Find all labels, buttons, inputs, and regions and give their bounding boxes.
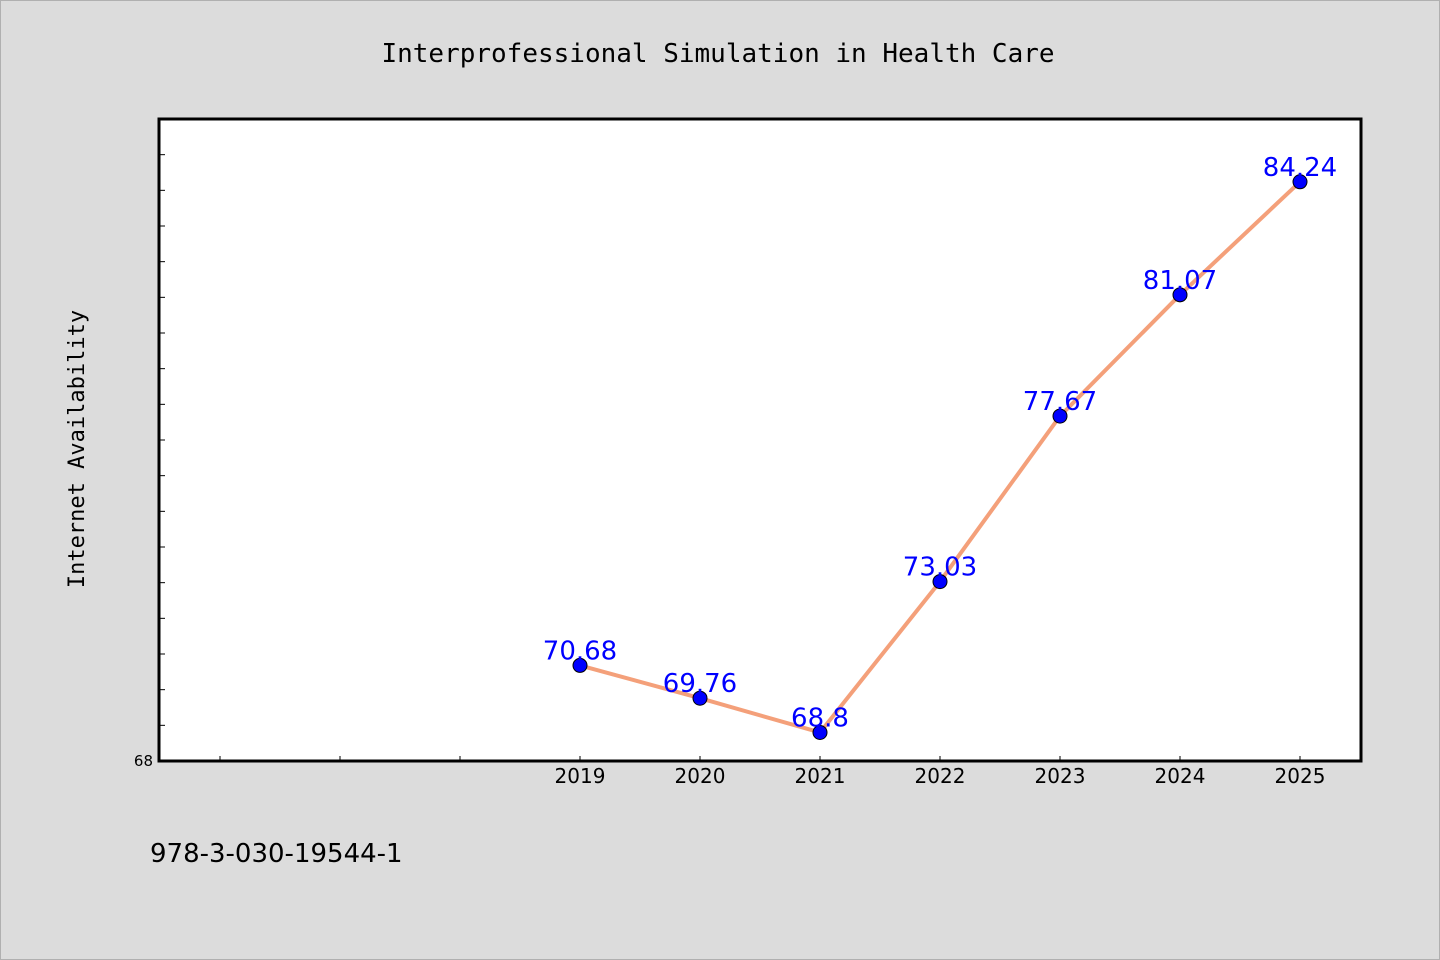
data-label: 70.68 bbox=[543, 636, 617, 666]
x-tick-label: 2023 bbox=[1035, 764, 1086, 788]
plot-area bbox=[157, 117, 1363, 763]
x-tick-label: 2019 bbox=[555, 764, 606, 788]
data-point bbox=[1172, 287, 1188, 303]
data-label: 69.76 bbox=[663, 669, 737, 699]
footer-isbn: 978-3-030-19544-1 bbox=[150, 839, 403, 869]
data-point bbox=[692, 690, 708, 706]
y-tick-label: 68 bbox=[134, 752, 153, 770]
data-point bbox=[572, 657, 588, 673]
data-label: 73.03 bbox=[903, 553, 977, 583]
data-point bbox=[1292, 174, 1308, 190]
data-label: 77.67 bbox=[1023, 387, 1097, 417]
y-axis-label: Internet Availability bbox=[65, 310, 90, 588]
x-tick-label: 2022 bbox=[915, 764, 966, 788]
y-axis: 68 bbox=[134, 118, 165, 770]
x-axis: 2019 2020 2021 2022 2023 2024 2025 bbox=[219, 756, 1326, 788]
chart-title: Interprofessional Simulation in Health C… bbox=[381, 39, 1054, 69]
x-tick-label: 2020 bbox=[675, 764, 726, 788]
x-tick-label: 2021 bbox=[795, 764, 846, 788]
data-label: 81.07 bbox=[1143, 266, 1217, 296]
x-tick-label: 2025 bbox=[1275, 764, 1326, 788]
data-point bbox=[1052, 408, 1068, 424]
x-tick-label: 2024 bbox=[1155, 764, 1206, 788]
data-point bbox=[932, 574, 948, 590]
data-labels: 70.68 69.76 68.8 73.03 77.67 81.07 84.24 bbox=[543, 153, 1337, 734]
data-point bbox=[812, 724, 828, 740]
series-layer bbox=[572, 174, 1308, 740]
data-label: 68.8 bbox=[791, 703, 849, 733]
data-label: 84.24 bbox=[1263, 153, 1337, 183]
